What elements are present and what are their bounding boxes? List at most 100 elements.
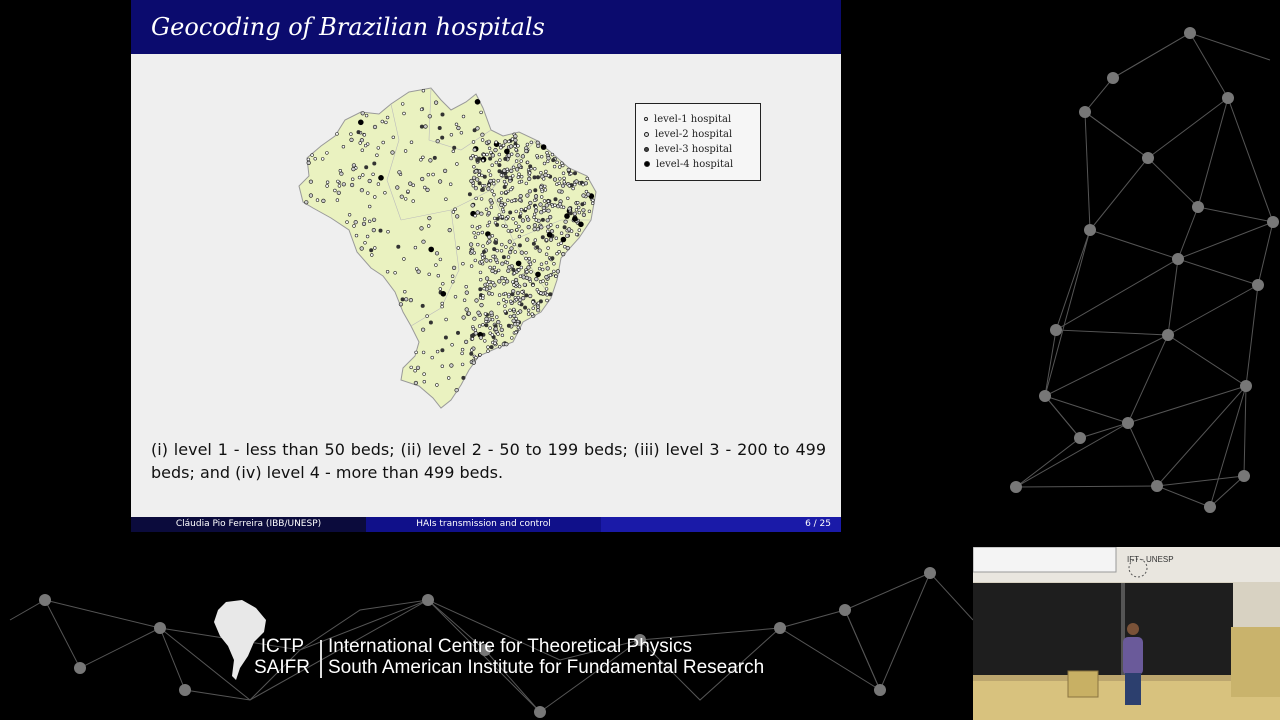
hospital-marker — [470, 224, 475, 229]
hospital-marker — [549, 223, 553, 227]
brand-divider — [320, 640, 322, 678]
hospital-marker — [440, 304, 444, 309]
hospital-marker — [490, 234, 495, 238]
hospital-marker — [542, 177, 546, 181]
hospital-marker — [532, 259, 537, 263]
hospital-marker — [452, 265, 457, 270]
hospital-marker — [381, 140, 385, 145]
hospital-marker — [350, 177, 355, 181]
hospital-marker — [449, 182, 453, 186]
hospital-marker — [506, 153, 511, 158]
hospital-marker — [542, 199, 547, 203]
hospital-marker — [493, 326, 498, 331]
hospital-marker — [524, 293, 529, 298]
hospital-marker — [480, 260, 484, 264]
hospital-marker — [586, 192, 591, 197]
hospital-marker — [469, 264, 474, 268]
hospital-marker — [497, 163, 502, 168]
hospital-marker — [546, 156, 551, 161]
hospital-marker — [514, 221, 518, 225]
hospital-marker — [524, 207, 528, 211]
hospital-marker — [577, 205, 581, 210]
hospital-marker — [541, 279, 545, 283]
hospital-marker — [491, 254, 495, 259]
hospital-marker — [552, 262, 556, 266]
hospital-marker — [528, 200, 533, 206]
hospital-marker — [487, 146, 492, 151]
hospital-marker — [404, 297, 409, 302]
brand-name-saifr: South American Institute for Fundamental… — [328, 657, 765, 678]
hospital-marker — [484, 316, 489, 321]
hospital-marker — [349, 132, 353, 136]
hospital-marker — [478, 335, 483, 340]
hospital-marker — [434, 263, 438, 267]
hospital-marker — [486, 345, 490, 349]
hospital-marker — [505, 261, 510, 265]
hospital-marker — [531, 300, 535, 304]
hospital-marker — [456, 330, 460, 335]
hospital-marker — [460, 362, 465, 367]
hospital-marker — [471, 327, 476, 331]
hospital-marker — [306, 160, 311, 165]
hospital-marker — [437, 126, 442, 130]
hospital-marker — [481, 256, 485, 260]
hospital-marker — [481, 323, 485, 327]
hospital-marker — [464, 290, 469, 295]
hospital-marker — [499, 191, 504, 195]
hospital-marker — [406, 189, 410, 194]
hospital-marker — [565, 246, 570, 251]
hospital-marker — [425, 314, 429, 318]
hospital-marker — [530, 312, 534, 316]
hospital-marker — [574, 208, 579, 212]
hospital-marker — [526, 225, 531, 230]
hospital-marker — [490, 189, 494, 193]
hospital-marker — [511, 174, 515, 178]
hospital-marker — [485, 152, 489, 157]
hospital-marker — [325, 184, 329, 188]
hospital-marker — [529, 270, 533, 274]
hospital-marker — [513, 134, 518, 139]
hospital-marker — [478, 225, 482, 229]
hospital-marker — [543, 184, 547, 189]
hospital-marker — [440, 348, 445, 353]
hospital-marker — [504, 245, 508, 249]
hospital-marker — [321, 198, 326, 203]
hospital-marker — [479, 278, 483, 282]
hospital-marker — [421, 155, 425, 160]
hospital-marker — [542, 209, 546, 213]
hospital-marker — [414, 267, 419, 271]
hospital-marker — [563, 245, 567, 249]
hospital-marker — [363, 241, 367, 245]
hospital-marker — [420, 303, 425, 308]
hospital-marker — [494, 160, 499, 165]
hospital-marker — [491, 280, 495, 285]
hospital-marker — [306, 157, 311, 162]
hospital-marker — [537, 248, 542, 253]
hospital-marker — [514, 297, 519, 302]
hospital-marker — [514, 209, 518, 214]
hospital-marker — [358, 141, 362, 145]
hospital-marker — [313, 157, 317, 161]
hospital-marker — [347, 213, 352, 217]
hospital-marker — [371, 217, 377, 222]
hospital-marker — [472, 175, 477, 180]
hospital-marker — [520, 290, 524, 294]
hospital-marker — [512, 242, 516, 247]
hospital-marker — [544, 169, 548, 174]
hospital-marker — [507, 292, 511, 297]
hospital-marker — [501, 143, 506, 148]
hospital-marker — [470, 348, 474, 352]
brand-acronym-saifr: SAIFR — [254, 657, 310, 678]
hospital-marker — [337, 184, 342, 188]
hospital-marker — [544, 287, 549, 291]
hospital-marker — [540, 154, 544, 159]
hospital-marker — [383, 191, 387, 195]
hospital-marker — [527, 189, 532, 194]
hospital-marker — [536, 308, 541, 313]
legend-item-level-3: level-3 hospital — [644, 142, 732, 156]
hospital-marker — [488, 326, 492, 330]
hospital-marker — [475, 126, 480, 131]
hospital-marker — [510, 137, 515, 141]
hospital-marker — [475, 158, 480, 163]
hospital-marker — [566, 196, 570, 201]
